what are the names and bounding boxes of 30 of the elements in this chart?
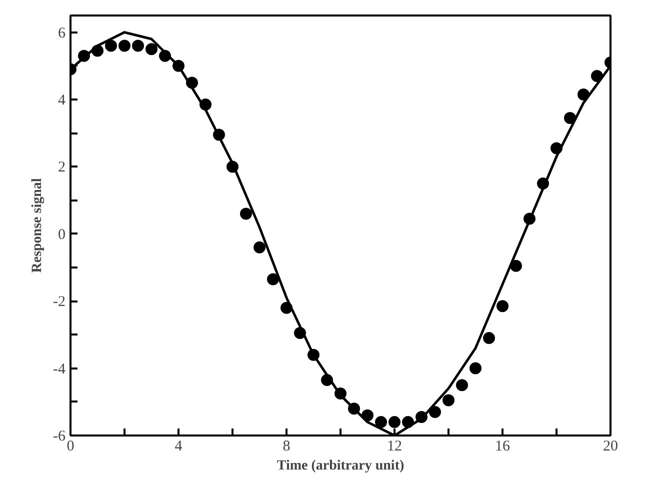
point xyxy=(375,416,387,428)
point xyxy=(429,406,441,418)
x-axis-title: Time (arbitrary unit) xyxy=(276,458,404,474)
x-tick-label: 12 xyxy=(387,438,402,454)
y-tick-label: 2 xyxy=(58,160,66,176)
point xyxy=(496,300,508,312)
point xyxy=(442,394,454,406)
y-axis-title: Response signal xyxy=(30,178,46,273)
x-tick-label: 8 xyxy=(282,438,290,454)
y-tick-label: 6 xyxy=(58,25,66,42)
point xyxy=(388,416,400,428)
point xyxy=(118,40,130,52)
y-tick-label: -2 xyxy=(53,294,66,310)
point xyxy=(105,40,117,52)
point xyxy=(564,112,576,124)
x-tick-label: 4 xyxy=(174,438,183,454)
point xyxy=(267,273,279,286)
y-tick-label: 4 xyxy=(58,92,66,108)
y-tick-label: -4 xyxy=(53,361,66,378)
y-tick-label: -6 xyxy=(53,428,66,444)
point xyxy=(254,241,266,254)
x-tick-label: 20 xyxy=(603,438,618,454)
point xyxy=(240,208,252,220)
point xyxy=(483,332,495,344)
point xyxy=(132,40,144,52)
point xyxy=(470,362,482,374)
point xyxy=(146,43,158,56)
x-tick-label: 16 xyxy=(495,438,510,454)
point xyxy=(456,379,468,392)
y-tick-label: 0 xyxy=(58,226,66,243)
